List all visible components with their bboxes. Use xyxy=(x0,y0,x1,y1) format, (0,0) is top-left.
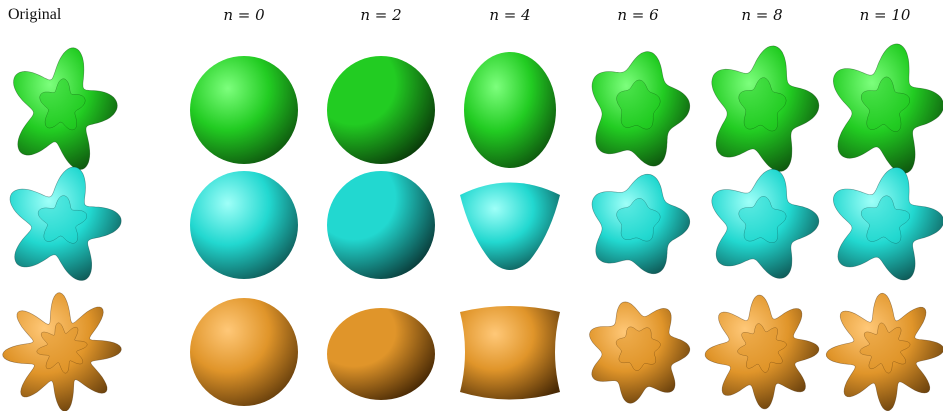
column-label-n10: n = 10 xyxy=(859,6,911,24)
green-shape-n8-detail xyxy=(738,77,787,132)
cyan-shape-n0 xyxy=(190,171,298,279)
orange-shape-n10-detail xyxy=(859,322,911,374)
green-shape-n0 xyxy=(190,56,298,164)
orange-shape-n8-detail xyxy=(737,323,787,373)
green-shape-original-detail xyxy=(39,78,86,131)
column-label-n0: n = 0 xyxy=(223,6,265,24)
column-label-n4: n = 4 xyxy=(489,6,531,24)
cyan-shape-n6-detail xyxy=(616,198,661,242)
column-label-n6: n = 6 xyxy=(617,6,659,24)
orange-shape-n2 xyxy=(327,308,435,400)
green-shape-n10-detail xyxy=(860,76,910,132)
orange-shape-n6-detail xyxy=(615,326,661,371)
cyan-shape-n8-detail xyxy=(738,196,787,243)
original-column-label: Original xyxy=(8,6,62,23)
cyan-shape-original-detail xyxy=(37,195,88,244)
column-label-n2: n = 2 xyxy=(360,6,402,24)
cyan-shape-n2 xyxy=(327,171,435,279)
orange-shape-n0 xyxy=(190,298,298,406)
orange-shape-original-detail xyxy=(36,322,88,374)
cyan-shape-n10-detail xyxy=(860,195,910,244)
green-shape-n2 xyxy=(327,56,435,164)
column-label-n8: n = 8 xyxy=(741,6,783,24)
green-shape-n6-detail xyxy=(616,79,661,130)
orange-shape-n4 xyxy=(460,306,560,400)
green-shape-n4 xyxy=(464,52,556,168)
cyan-shape-n4 xyxy=(460,182,560,270)
